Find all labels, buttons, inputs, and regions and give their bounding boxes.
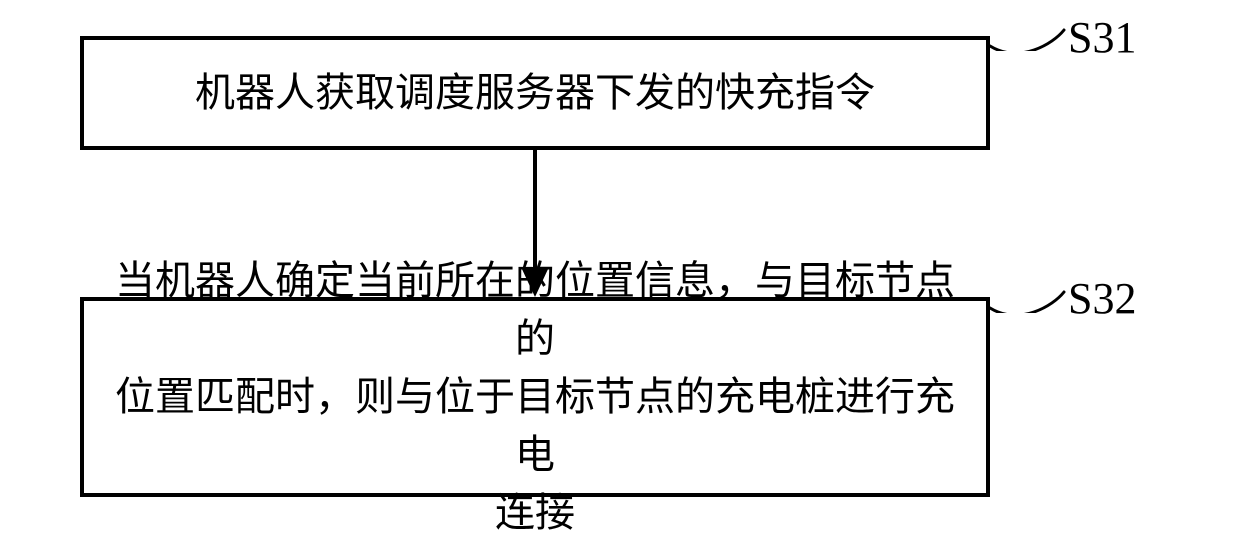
callout-curve-2 xyxy=(985,287,1069,313)
flowchart-canvas: 机器人获取调度服务器下发的快充指令 当机器人确定当前所在的位置信息，与目标节点的… xyxy=(0,0,1240,529)
arrow-head xyxy=(521,267,549,300)
step-1-text: 机器人获取调度服务器下发的快充指令 xyxy=(84,64,986,122)
arrow-shaft xyxy=(533,150,537,267)
step-box-2: 当机器人确定当前所在的位置信息，与目标节点的 位置匹配时，则与位于目标节点的充电… xyxy=(80,297,990,497)
callout-curve-1 xyxy=(985,25,1069,51)
step-label-s31: S31 xyxy=(1068,12,1136,63)
step-box-1: 机器人获取调度服务器下发的快充指令 xyxy=(80,36,990,150)
step-label-s32: S32 xyxy=(1068,273,1136,324)
